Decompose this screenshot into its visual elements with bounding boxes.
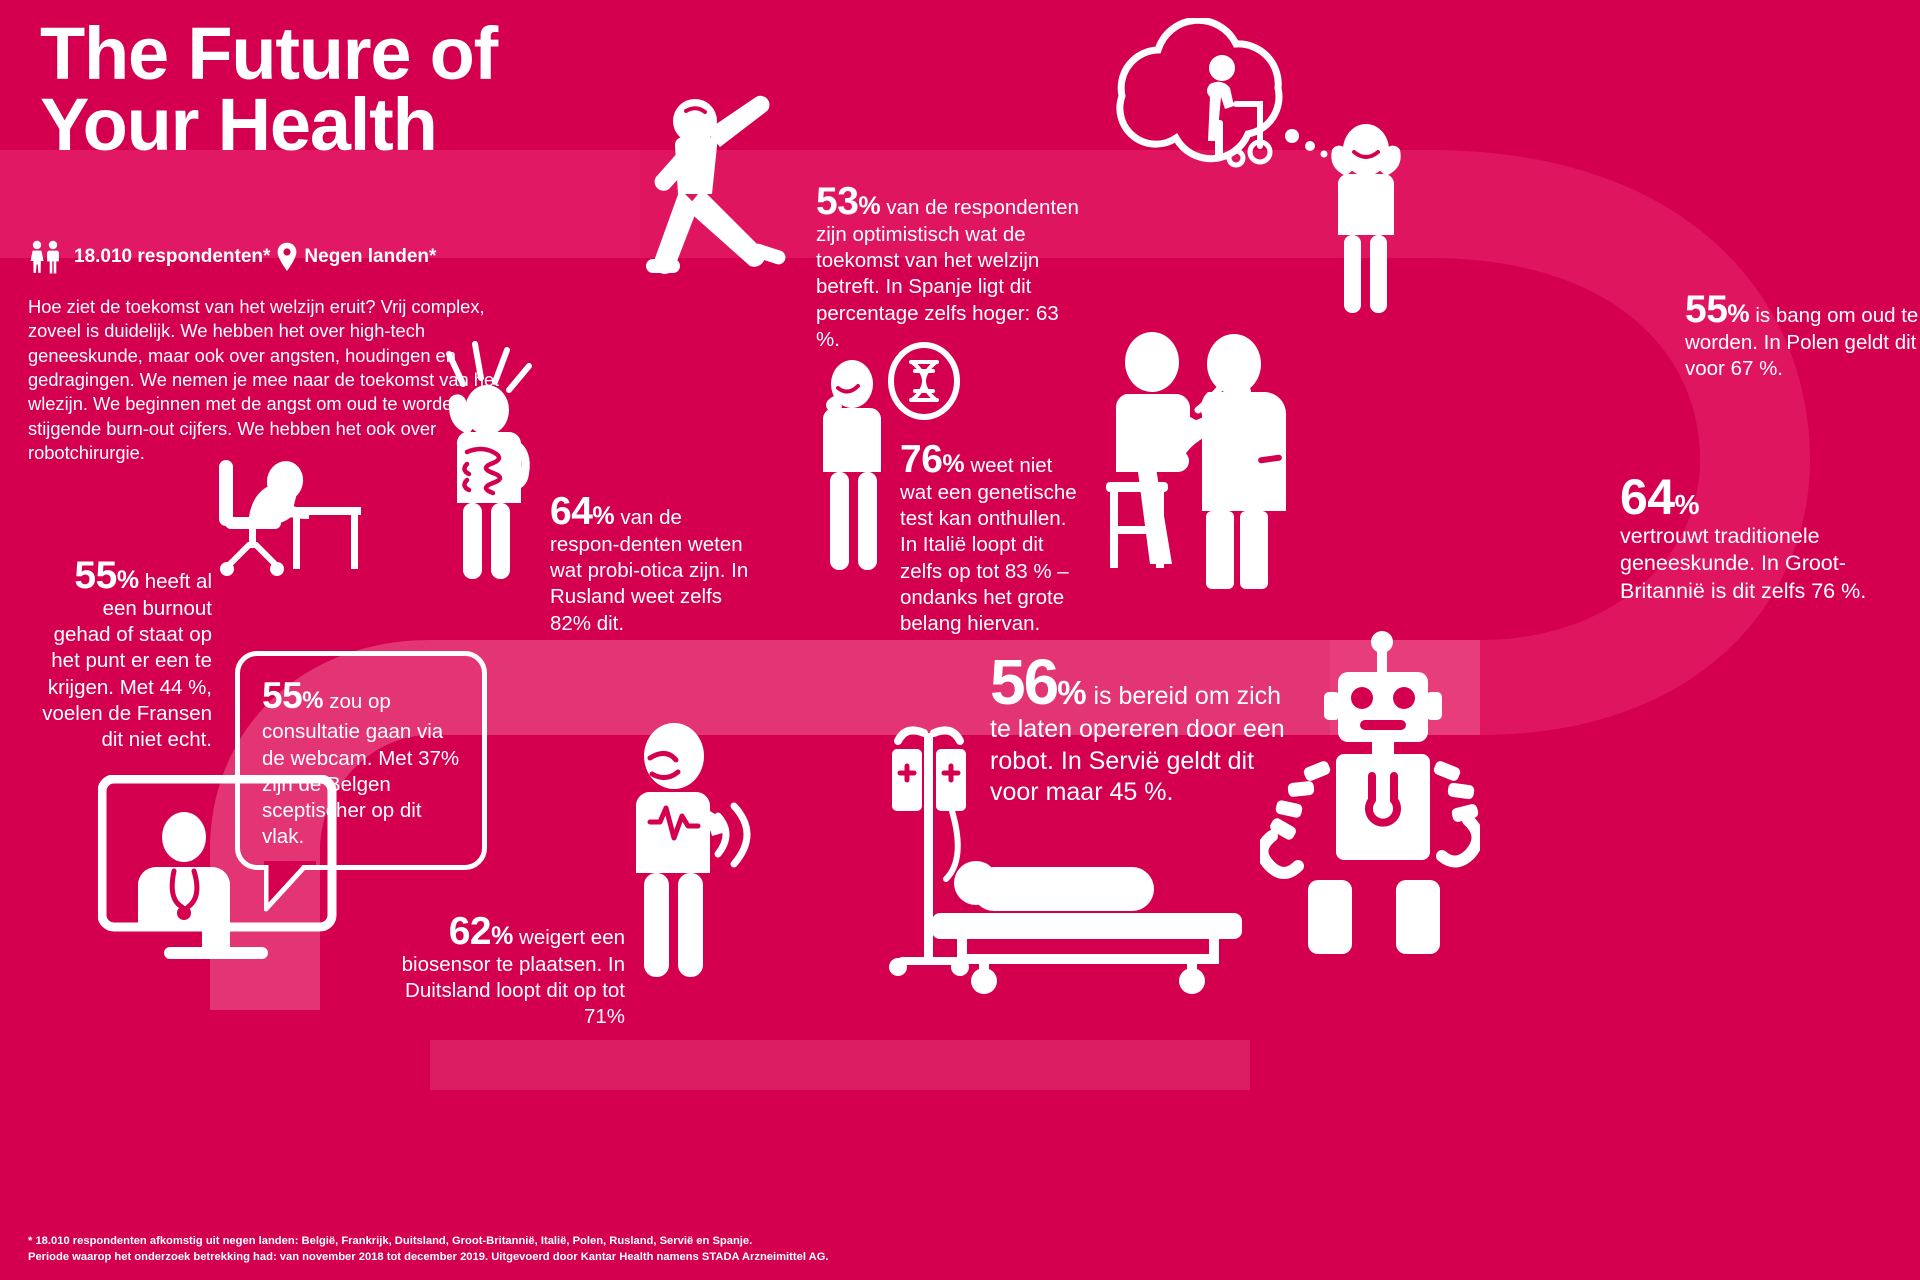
stat-burnout-text: heeft al een burnout gehad of staat op h… xyxy=(42,570,212,752)
stat-probiotics-text: van de respon-denten weten wat probi-oti… xyxy=(550,506,749,635)
doctor-patient-icon xyxy=(1080,330,1380,600)
stat-genetic-test: 76% weet niet wat een genetische test ka… xyxy=(900,440,1080,637)
stat-probiotics: 64% van de respon-denten weten wat probi… xyxy=(550,492,750,637)
stat-biosensor-text: weigert een biosensor te plaatsen. In Du… xyxy=(401,926,625,1029)
stat-optimism-pct: % xyxy=(858,192,881,220)
dna-icon xyxy=(884,338,964,424)
stat-biosensor: 62% weigert een biosensor te plaatsen. I… xyxy=(395,912,625,1031)
countries-label: Negen landen* xyxy=(304,246,437,267)
people-icon xyxy=(28,240,68,274)
stat-robot-text: is bereid om zich te laten opereren door… xyxy=(990,682,1285,806)
stat-aging-fear: 55% is bang om oud te worden. In Polen g… xyxy=(1685,290,1920,382)
stat-genetic-pct: % xyxy=(942,450,965,478)
aging-thought-bubble-icon xyxy=(1060,16,1340,188)
stat-traditional-pct: % xyxy=(1674,489,1700,520)
operating-table-icon xyxy=(880,715,1300,995)
stat-probiotics-pct: % xyxy=(592,502,615,530)
stat-biosensor-pct: % xyxy=(491,922,514,950)
stat-webcam-value: 55 xyxy=(262,675,303,716)
stat-genetic-value: 76 xyxy=(900,438,943,481)
stat-burnout-pct: % xyxy=(116,566,140,594)
stat-aging-pct: % xyxy=(1727,300,1750,328)
stat-robot-pct: % xyxy=(1057,674,1087,711)
stretching-person-icon xyxy=(628,85,818,285)
stat-optimism-text: van de respondenten zijn optimistisch wa… xyxy=(816,196,1079,351)
monitor-doctor-icon xyxy=(97,774,363,980)
stat-webcam-pct: % xyxy=(302,687,324,714)
intro-paragraph: Hoe ziet de toekomst van het welzijn eru… xyxy=(28,296,500,463)
stat-traditional-medicine: 64% vertrouwt traditionele geneeskunde. I… xyxy=(1620,472,1920,605)
stat-robot-value: 56 xyxy=(990,646,1059,718)
survey-meta: 18.010 respondenten* Negen landen* xyxy=(28,240,436,274)
webcam-speech-bubble: 55% zou op consultatie gaan via de webca… xyxy=(235,651,487,912)
robot-icon xyxy=(1256,630,1484,970)
map-pin-icon xyxy=(276,242,298,272)
exhausted-desk-person-icon xyxy=(205,455,375,585)
stat-optimism: 53% van de respondenten zijn optimistisc… xyxy=(816,182,1088,353)
page-title: The Future of Your Health xyxy=(40,12,498,167)
respondents-label: 18.010 respondenten* xyxy=(74,246,271,267)
stat-aging-value: 55 xyxy=(1685,288,1728,331)
ribbon-lower xyxy=(430,1040,1250,1090)
stat-traditional-value: 64 xyxy=(1620,469,1675,525)
thinking-person-icon xyxy=(800,352,910,582)
bubble-tail-icon xyxy=(264,860,316,912)
stat-traditional-text: vertrouwt traditionele geneeskunde. In G… xyxy=(1620,523,1867,603)
stat-biosensor-value: 62 xyxy=(448,910,492,953)
gut-person-icon xyxy=(425,340,575,585)
stat-optimism-value: 53 xyxy=(816,180,859,223)
stat-robot-surgery: 56% is bereid om zich te laten opereren … xyxy=(990,650,1290,809)
stat-aging-text: is bang om oud te worden. In Polen geldt… xyxy=(1685,304,1919,381)
footnote: * 18.010 respondenten afkomstig uit nege… xyxy=(28,1235,829,1264)
biosensor-person-icon xyxy=(612,718,782,983)
stat-burnout-value: 55 xyxy=(74,554,117,597)
stat-probiotics-value: 64 xyxy=(550,490,593,533)
stat-burnout: 55% heeft al een burnout gehad of staat … xyxy=(40,556,212,753)
stat-genetic-text: weet niet wat een genetische test kan on… xyxy=(900,454,1077,636)
worried-person-icon xyxy=(1300,120,1430,320)
